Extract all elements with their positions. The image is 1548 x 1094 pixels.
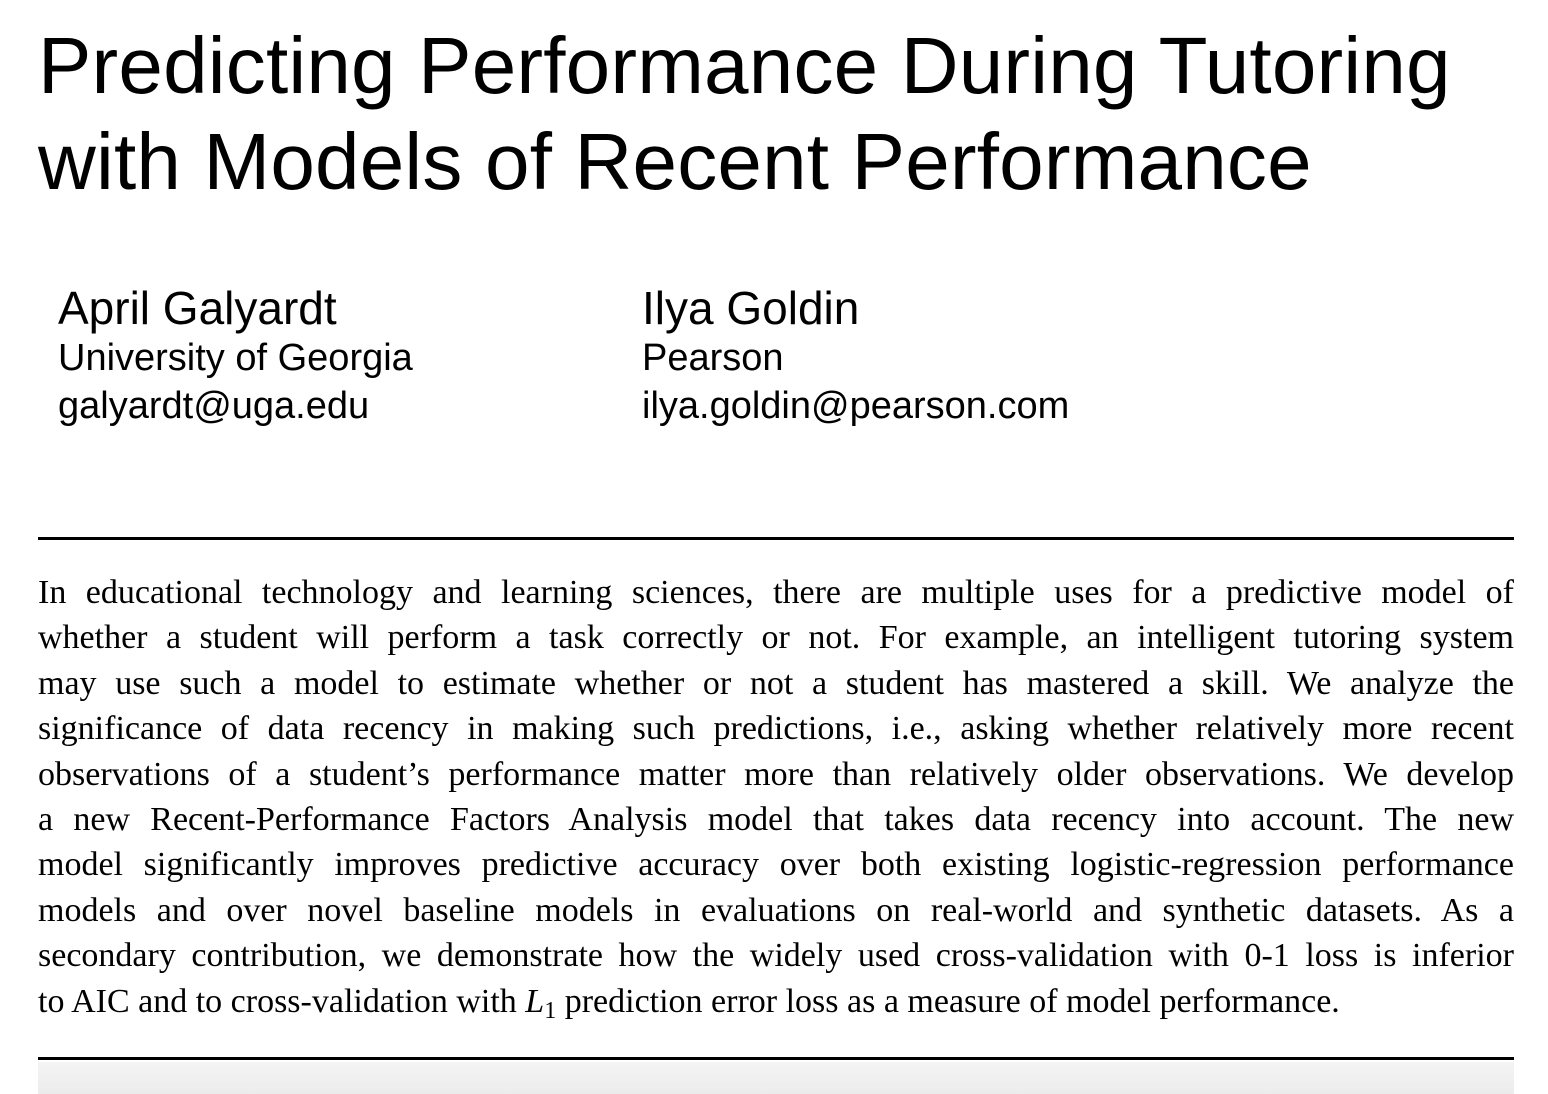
page-footer-shade xyxy=(38,1062,1514,1094)
paper-title: Predicting Performance During Tutoring w… xyxy=(38,18,1518,210)
author-affiliation: Pearson xyxy=(642,337,784,379)
abstract-line: observations of a student’s performance … xyxy=(38,755,1514,793)
author-email: ilya.goldin@pearson.com xyxy=(642,385,1070,427)
author-block-goldin: Ilya Goldin Pearson ilya.goldin@pearson.… xyxy=(642,282,1069,430)
math-symbol-l: L xyxy=(525,982,545,1020)
abstract-text: to AIC and to cross-validation with xyxy=(38,982,526,1020)
author-affiliation: University of Georgia xyxy=(58,337,413,379)
author-name: April Galyardt xyxy=(58,282,337,334)
abstract-bottom-rule xyxy=(38,1057,1514,1060)
abstract-line: whether a student will perform a task co… xyxy=(38,619,1514,657)
abstract-text: prediction error loss as a measure of mo… xyxy=(556,982,1340,1020)
abstract-line: model significantly improves predictive … xyxy=(38,846,1514,884)
abstract-top-rule xyxy=(38,537,1514,540)
title-line: with Models of Recent Performance xyxy=(38,117,1312,206)
abstract-line: may use such a model to estimate whether… xyxy=(38,664,1514,702)
abstract-line: significance of data recency in making s… xyxy=(38,710,1514,748)
author-block-galyardt: April Galyardt University of Georgia gal… xyxy=(58,282,413,430)
author-email: galyardt@uga.edu xyxy=(58,385,370,427)
abstract-line: secondary contribution, we demonstrate h… xyxy=(38,937,1514,975)
abstract-line: In educational technology and learning s… xyxy=(38,574,1514,611)
abstract: In educational technology and learning s… xyxy=(38,570,1514,1034)
math-subscript: 1 xyxy=(544,997,557,1024)
abstract-line-last: to AIC and to cross-validation with L1 p… xyxy=(38,979,1514,1034)
title-line: Predicting Performance During Tutoring xyxy=(38,21,1451,110)
abstract-line: models and over novel baseline models in… xyxy=(38,891,1514,929)
author-name: Ilya Goldin xyxy=(642,282,860,334)
abstract-line: a new Recent-Performance Factors Analysi… xyxy=(38,801,1514,839)
